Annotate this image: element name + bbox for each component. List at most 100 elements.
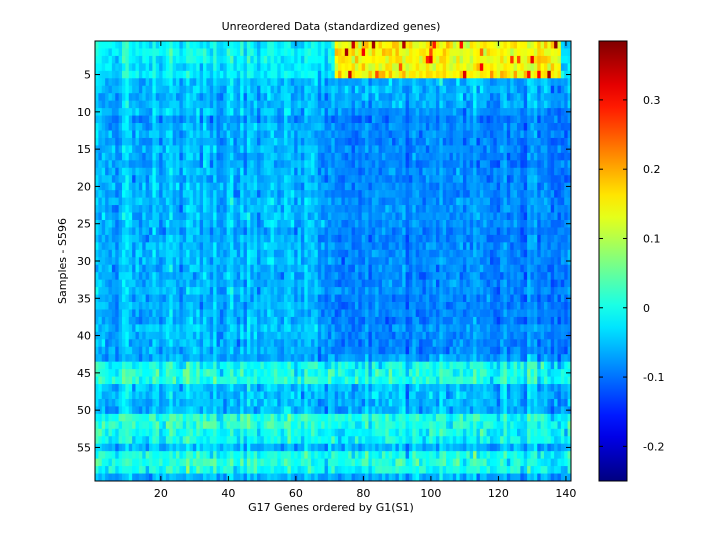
heatmap-cell <box>402 130 406 139</box>
heatmap-cell <box>543 249 548 258</box>
heatmap-cell <box>324 115 329 124</box>
heatmap-cell <box>500 145 504 154</box>
heatmap-cell <box>206 175 211 184</box>
heatmap-cell <box>361 234 366 243</box>
heatmap-cell <box>196 279 201 288</box>
heatmap-cell <box>392 242 396 251</box>
heatmap-cell <box>172 175 177 184</box>
heatmap-cell <box>408 294 413 303</box>
heatmap-cell <box>257 160 261 169</box>
heatmap-cell <box>311 108 315 116</box>
heatmap-cell <box>142 249 147 258</box>
heatmap-cell <box>108 302 113 310</box>
heatmap-cell <box>189 93 194 102</box>
heatmap-cell <box>365 249 369 258</box>
heatmap-cell <box>263 249 268 258</box>
heatmap-cell <box>402 48 406 57</box>
heatmap-cell <box>408 48 413 57</box>
heatmap-cell <box>543 160 548 169</box>
heatmap-cell <box>334 93 339 102</box>
heatmap-cell <box>537 130 542 139</box>
heatmap-cell <box>543 137 548 146</box>
heatmap-cell <box>500 212 504 221</box>
heatmap-cell <box>473 272 477 281</box>
heatmap-cell <box>506 55 511 64</box>
heatmap-cell <box>297 205 302 213</box>
heatmap-cell <box>250 205 255 213</box>
heatmap-cell <box>165 63 170 72</box>
heatmap-cell <box>300 264 305 273</box>
heatmap-cell <box>459 108 464 116</box>
heatmap-cell <box>398 294 403 303</box>
heatmap-cell <box>327 160 332 169</box>
heatmap-cell <box>375 279 379 288</box>
heatmap-cell <box>429 167 433 176</box>
heatmap-cell <box>203 227 207 236</box>
heatmap-cell <box>300 257 305 266</box>
heatmap-cell <box>564 55 569 64</box>
heatmap-cell <box>152 205 157 213</box>
heatmap-cell <box>439 242 444 251</box>
heatmap-cell <box>243 175 248 184</box>
heatmap-cell <box>368 145 373 154</box>
heatmap-cell <box>466 175 471 184</box>
heatmap-cell <box>230 175 234 184</box>
heatmap-cell <box>496 63 501 72</box>
heatmap-cell <box>300 242 305 251</box>
heatmap-cell <box>280 190 285 199</box>
heatmap-cell <box>425 287 430 295</box>
heatmap-cell <box>111 70 116 79</box>
heatmap-cell <box>527 145 531 154</box>
heatmap-cell <box>128 41 133 49</box>
heatmap-cell <box>169 152 174 161</box>
heatmap-cell <box>547 78 552 87</box>
heatmap-cell <box>554 272 558 281</box>
heatmap-cell <box>223 48 228 57</box>
heatmap-cell <box>317 212 322 221</box>
heatmap-cell <box>422 197 427 206</box>
heatmap-cell <box>456 93 460 102</box>
heatmap-cell <box>540 48 545 57</box>
heatmap-cell <box>395 115 400 124</box>
heatmap-cell <box>385 55 390 64</box>
heatmap-cell <box>493 175 498 184</box>
heatmap-cell <box>473 145 477 154</box>
heatmap-cell <box>294 287 298 295</box>
heatmap-cell <box>236 197 241 206</box>
heatmap-cell <box>527 85 531 94</box>
heatmap-cell <box>294 167 298 176</box>
heatmap-cell <box>503 93 508 102</box>
heatmap-cell <box>560 115 565 124</box>
heatmap-cell <box>159 175 163 184</box>
heatmap-cell <box>186 272 190 281</box>
heatmap-cell <box>307 287 312 295</box>
heatmap-cell <box>149 108 153 116</box>
heatmap-cell <box>398 160 403 169</box>
heatmap-cell <box>257 130 261 139</box>
heatmap-cell <box>422 63 427 72</box>
heatmap-cell <box>446 85 450 94</box>
heatmap-cell <box>398 108 403 116</box>
heatmap-cell <box>189 287 194 295</box>
heatmap-cell <box>199 48 204 57</box>
heatmap-cell <box>510 175 515 184</box>
heatmap-cell <box>442 137 447 146</box>
heatmap-cell <box>122 257 126 266</box>
heatmap-cell <box>284 182 288 191</box>
heatmap-cell <box>338 130 342 139</box>
heatmap-cell <box>101 100 106 109</box>
heatmap-cell <box>459 182 464 191</box>
heatmap-cell <box>169 145 174 154</box>
heatmap-cell <box>520 93 525 102</box>
heatmap-cell <box>213 100 217 109</box>
heatmap-cell <box>540 294 545 303</box>
heatmap-cell <box>500 48 504 57</box>
heatmap-cell <box>452 137 457 146</box>
heatmap-cell <box>95 279 99 288</box>
heatmap-cell <box>98 272 103 281</box>
heatmap-cell <box>530 294 535 303</box>
heatmap-cell <box>216 279 221 288</box>
heatmap-cell <box>496 212 501 221</box>
heatmap-cell <box>540 85 545 94</box>
heatmap-cell <box>250 234 255 243</box>
